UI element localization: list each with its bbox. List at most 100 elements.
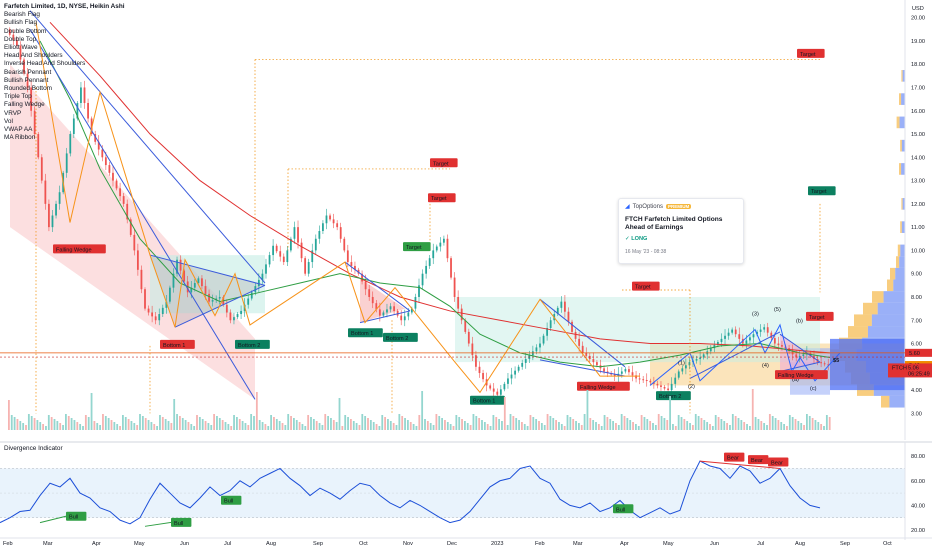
volume-bar <box>76 422 79 430</box>
bear-tag-text: Bear <box>727 456 739 462</box>
candle <box>649 380 652 383</box>
elliott-wave-label: (c) <box>810 386 817 392</box>
candle <box>699 357 702 360</box>
volume-bar <box>79 424 82 430</box>
legend-indicator[interactable]: Falling Wedge <box>4 101 45 109</box>
candle <box>97 141 100 150</box>
candle <box>169 287 171 302</box>
candle <box>781 345 783 347</box>
volume-bar <box>632 422 634 430</box>
volume-bar <box>358 425 361 430</box>
volume-bar <box>367 418 369 430</box>
idea-headline[interactable]: FTCH Farfetch Limited Options Ahead of E… <box>625 216 723 231</box>
candle <box>272 245 275 256</box>
legend-indicator[interactable]: Bullish Pennant <box>4 76 49 84</box>
elliott-wave-label: (1) <box>678 360 685 366</box>
time-tick-label: Dec <box>447 541 457 547</box>
volume-bar <box>552 418 555 430</box>
bear-tag: Bear <box>724 452 745 462</box>
legend-indicator[interactable]: Elliott Wave <box>4 44 38 52</box>
idea-timestamp: 16 May '23 - 08:38 <box>625 249 667 255</box>
volume-bar <box>686 421 689 430</box>
candle <box>329 215 331 220</box>
target-tag-bg <box>806 311 834 321</box>
candle <box>208 293 210 302</box>
volume-bar <box>167 421 170 430</box>
volume-bar <box>731 414 734 430</box>
volume-bar <box>107 418 110 430</box>
legend-indicator[interactable]: MA Ribbon <box>4 134 36 142</box>
volume-bar <box>806 414 808 430</box>
volume-bar <box>381 415 384 430</box>
legend-indicator[interactable]: VWAP AA <box>4 126 33 134</box>
legend-indicator[interactable]: Double Top <box>4 35 37 43</box>
candle <box>151 312 154 317</box>
volume-profile-bar <box>901 163 905 175</box>
candle <box>322 223 324 232</box>
volume-bar <box>270 415 272 430</box>
bear-tag: Bear <box>768 457 789 467</box>
idea-card[interactable]: ◢ TopOptions PREMIUM FTCH Farfetch Limit… <box>618 198 744 264</box>
candle <box>571 321 573 332</box>
candle <box>48 203 50 228</box>
candle <box>542 335 545 344</box>
volume-bar <box>637 426 640 430</box>
volume-profile-bar <box>899 256 905 268</box>
volume-bar <box>10 415 13 430</box>
bull-tag-bg <box>66 511 87 521</box>
bottom-tag-bg <box>383 332 418 342</box>
candle <box>499 389 502 395</box>
pattern-line <box>359 310 411 324</box>
elliott-wave-label: (4) <box>762 363 769 369</box>
bottom-tag-bg <box>348 328 383 338</box>
volume-bar <box>817 422 820 430</box>
candle <box>65 153 68 173</box>
candle <box>684 365 687 369</box>
pattern-line <box>539 298 626 368</box>
candle <box>8 29 11 35</box>
legend-indicator[interactable]: Vol <box>4 117 13 125</box>
candle <box>211 300 214 302</box>
indicator-pane-title[interactable]: Divergence Indicator <box>4 445 63 452</box>
legend-indicator[interactable]: Rounded Bottom <box>4 85 52 93</box>
volume-bar <box>330 418 332 430</box>
legend-indicator[interactable]: Bearish Pennant <box>4 68 52 76</box>
volume-bar <box>50 417 53 430</box>
volume-bar <box>119 426 121 430</box>
legend-indicator[interactable]: Double Bottom <box>4 27 47 35</box>
volume-bar <box>672 424 674 430</box>
price-tick-label: 8.00 <box>911 295 922 301</box>
legend-indicator[interactable]: Bearish Flag <box>4 11 40 19</box>
volume-bar <box>53 419 56 430</box>
legend-indicator[interactable]: Head And Shoulders <box>4 52 63 60</box>
volume-bar <box>295 420 298 430</box>
volume-bar <box>515 418 518 430</box>
time-tick-label: Oct <box>883 541 892 547</box>
volume-bar <box>800 423 803 430</box>
volume-bar <box>298 422 301 430</box>
symbol-title[interactable]: Farfetch Limited, 1D, NYSE, Heikin Ashi <box>4 3 125 10</box>
volume-bar <box>523 424 526 430</box>
volume-bar <box>218 418 221 430</box>
candle <box>667 388 669 391</box>
volume-bar <box>723 421 726 430</box>
candle <box>183 270 186 282</box>
legend-indicator[interactable]: VRVP <box>4 109 22 117</box>
legend-indicator[interactable]: Triple Top <box>4 93 32 101</box>
volume-bar <box>669 396 671 430</box>
volume-bar <box>532 417 535 430</box>
chart-legend: Farfetch Limited, 1D, NYSE, Heikin Ashi … <box>4 3 125 142</box>
legend-indicator[interactable]: Inverse Head And Shoulders <box>4 60 86 68</box>
legend-indicator[interactable]: Bullish Flag <box>4 19 38 27</box>
volume-bar <box>421 391 424 430</box>
volume-bar <box>130 421 133 430</box>
volume-bar <box>67 416 70 430</box>
price-tick-label: 17.00 <box>911 85 925 91</box>
volume-profile-bar <box>899 93 902 105</box>
price-tick-label: 11.00 <box>911 225 925 231</box>
volume-bar <box>187 422 190 430</box>
volume-bar <box>156 426 158 430</box>
target-tag-bg <box>403 242 431 252</box>
